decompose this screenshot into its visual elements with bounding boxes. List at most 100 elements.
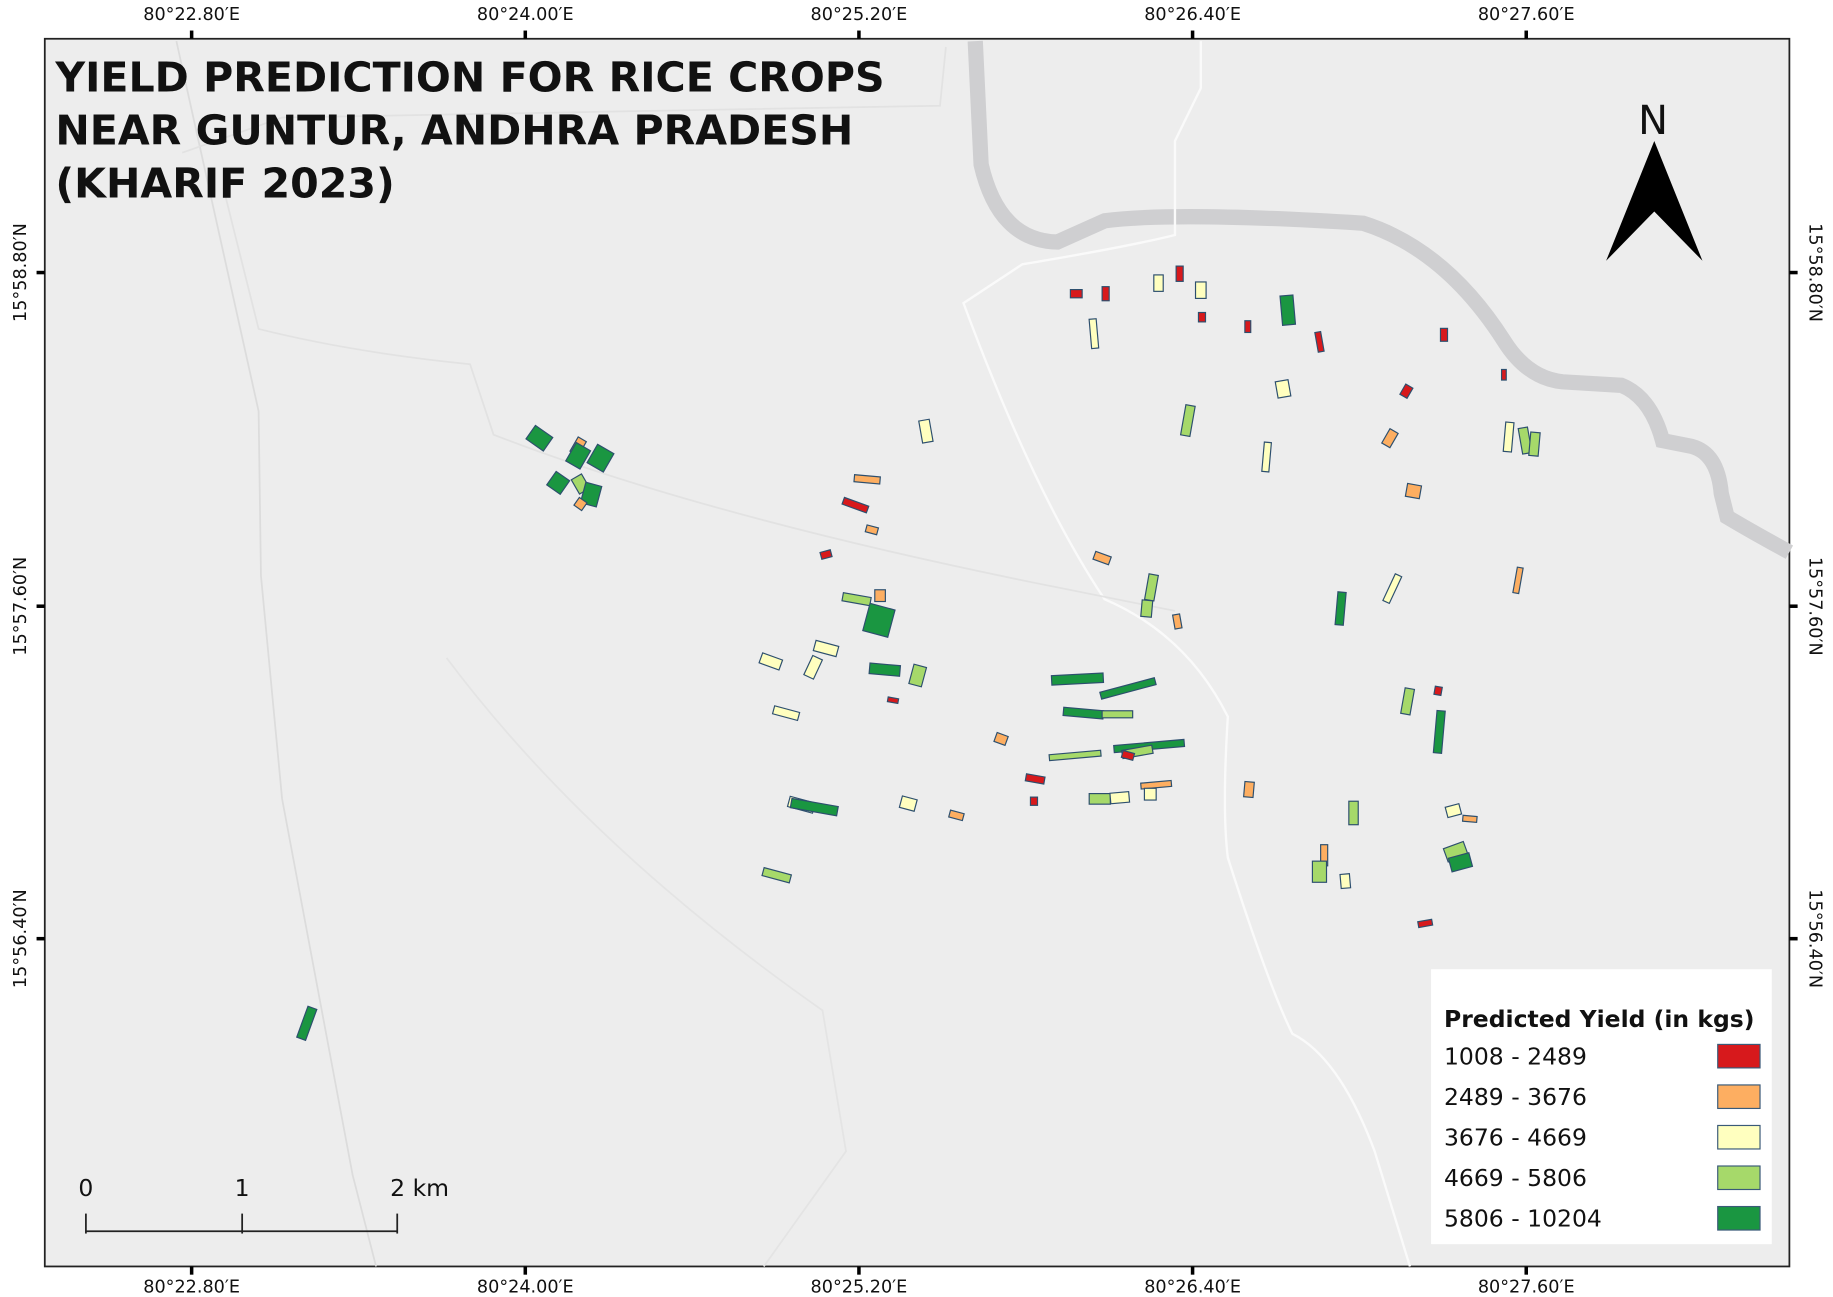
scale-label: 1 [235,1174,250,1202]
crop-field [1140,779,1173,790]
scale-label: 2 km [390,1174,449,1202]
north-arrow-shape [1606,140,1703,261]
crop-field [1143,787,1157,801]
crop-field [1101,286,1110,302]
crop-field [1500,368,1507,381]
legend: Predicted Yield (in kgs) 1008 - 2489 2489… [1431,969,1772,1245]
crop-field [1092,550,1113,566]
legend-label: 1008 - 2489 [1444,1042,1587,1070]
crop-field [1512,566,1524,595]
legend-swatch [1717,1124,1761,1150]
crop-field [1050,672,1105,686]
crop-field [1120,749,1136,762]
legend-title: Predicted Yield (in kgs) [1444,1005,1754,1033]
crop-field [1242,780,1255,799]
crop-field [1024,773,1046,785]
legend-swatch [1717,1043,1761,1069]
legend-label: 5806 - 10204 [1444,1205,1602,1233]
crop-field [1088,793,1111,805]
road [181,46,947,154]
crop-field [1048,749,1102,762]
latitude-label: 15°58.80′N [11,223,31,322]
longitude-label: 80°27.60′E [1478,1277,1575,1297]
crop-field [295,1005,318,1042]
crop-field [789,797,839,817]
road [962,41,1412,1267]
roads [175,40,1794,1267]
crop-field [1101,710,1134,719]
longitude-label: 80°25.20′E [811,1277,908,1297]
crop-field [1099,677,1157,700]
latitude-label: 15°58.80′N [1804,223,1824,322]
crop-field [1279,294,1297,326]
crop-field [1261,441,1273,473]
fields [295,265,1541,1042]
legend-label: 2489 - 3676 [1444,1083,1587,1111]
crop-field [1314,330,1325,353]
crop-field [1447,852,1474,873]
scale-label: 0 [78,1174,93,1202]
legend-box [1431,969,1772,1245]
crop-field [761,866,793,884]
road [445,657,847,1267]
crop-field [1311,860,1328,883]
crop-field [918,418,934,444]
crop-field [525,424,554,452]
crop-field [1417,918,1434,929]
crop-field [1339,873,1352,890]
longitude-label: 80°26.40′E [1144,1277,1241,1297]
legend-swatch [1717,1165,1761,1191]
crop-field [868,662,902,677]
crop-field [1439,327,1449,342]
crop-field [1171,613,1183,630]
crop-field [948,809,965,822]
crop-field [1140,599,1154,618]
crop-field [1348,800,1359,826]
longitude-label: 80°22.80′E [143,1277,240,1297]
latitude-label: 15°57.60′N [11,557,31,656]
latitude-label: 15°56.40′N [1804,889,1824,988]
crop-field [1334,591,1347,626]
crop-field [841,591,872,607]
legend-swatch [1717,1084,1761,1110]
road [222,187,1176,612]
scale-bar [85,1213,399,1234]
crop-field [1194,281,1207,299]
crop-field [758,652,784,671]
crop-field [1404,482,1423,500]
crop-field [1399,383,1414,400]
crop-field [812,639,840,658]
map-title: YIELD PREDICTION FOR RICE CROPS [54,54,884,102]
legend-swatch [1717,1205,1761,1231]
crop-field [819,549,833,561]
crop-field [862,602,896,638]
crop-field [564,441,592,470]
crop-field [1175,265,1184,282]
crop-field [573,496,588,512]
crop-field [841,496,870,514]
crop-field [1433,685,1443,697]
crop-field [898,795,918,812]
map-title: NEAR GUNTUR, ANDHRA PRADESH [55,107,853,155]
longitude-label: 80°24.00′E [477,5,574,25]
crop-field [1432,709,1446,754]
crop-field [908,663,928,688]
crop-field [1382,573,1403,605]
crop-field [1400,687,1416,716]
crop-field [853,474,881,485]
crop-field [1461,814,1478,824]
longitude-label: 80°26.40′E [1144,5,1241,25]
crop-field [771,705,801,722]
river [967,40,1794,559]
road [175,40,377,1267]
longitude-label: 80°27.60′E [1478,5,1575,25]
crop-field [545,470,571,496]
crop-field [1197,311,1207,323]
crop-field [993,731,1009,747]
north-arrow: N [1606,98,1703,261]
legend-label: 4669 - 5806 [1444,1164,1587,1192]
map-title: (KHARIF 2023) [55,159,394,207]
crop-field [1444,802,1463,819]
longitude-label: 80°25.20′E [811,5,908,25]
